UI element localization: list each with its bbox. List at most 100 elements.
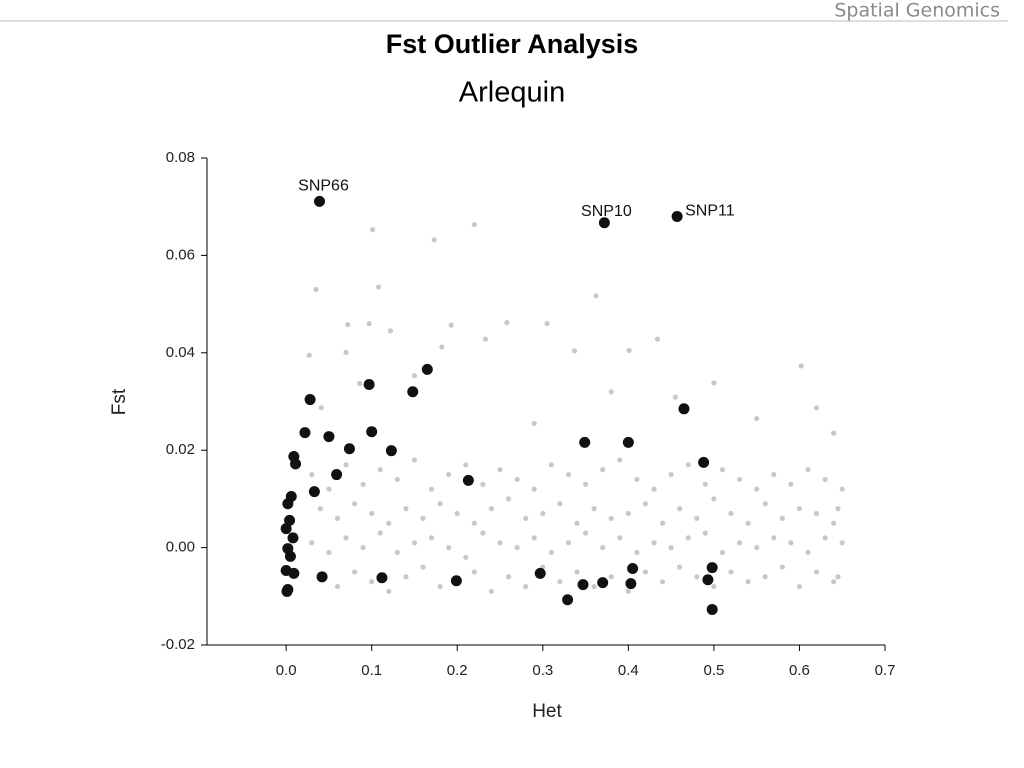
point [471,569,477,575]
point [685,462,691,468]
point [728,569,734,575]
point [822,476,828,483]
point [343,443,355,455]
annotation: SNP10 [581,203,632,220]
point [582,481,589,487]
point [745,520,751,526]
point [634,476,640,483]
y-axis-label: Fst [109,388,130,415]
point [548,549,554,556]
point [280,523,292,535]
point [796,506,803,512]
point [565,471,572,478]
x-axis-label: Het [532,701,562,722]
point [544,320,550,327]
point [574,569,580,575]
point [366,426,378,438]
point [651,486,657,492]
point [711,380,717,386]
point [437,583,443,590]
point [672,394,678,400]
point [597,577,609,589]
point-series [306,222,837,436]
point [351,569,358,575]
point [600,467,606,473]
point [745,579,751,585]
point [304,394,316,406]
point [531,535,537,541]
point [360,481,366,487]
point [403,506,409,512]
point [627,563,639,575]
point [471,222,477,228]
point [835,506,841,512]
point [534,567,546,579]
point [284,514,296,526]
point [557,579,563,585]
point [488,506,495,512]
point [694,574,700,580]
point [608,515,614,521]
point [331,469,343,481]
point [736,476,743,483]
point [369,226,376,233]
point [779,515,785,521]
point [805,467,811,473]
point [625,578,637,590]
point [608,574,614,580]
point [377,530,383,536]
point [822,535,828,541]
point [677,506,683,512]
point [369,579,375,585]
x-tick-label: 0.7 [875,662,896,679]
point [505,496,512,502]
point [574,520,580,526]
point [736,540,743,546]
point [407,386,419,398]
point [754,545,760,551]
point [462,474,474,486]
point [282,498,294,510]
point [694,515,700,521]
point [386,588,392,595]
point [363,378,375,390]
point [659,520,666,526]
point [779,564,785,570]
point [306,352,312,358]
point [420,564,426,570]
point [514,476,520,483]
x-tick-label: 0.2 [447,662,468,679]
point [504,320,510,326]
y-tick-label: 0.08 [166,149,195,166]
point [762,574,768,580]
point [626,347,632,353]
point [839,540,845,546]
point [579,436,591,448]
point [421,363,433,375]
point [685,535,691,541]
point [345,321,351,328]
point [754,486,760,492]
point [591,506,597,512]
point [411,457,418,463]
point [366,320,372,327]
chart-title: Fst Outlier Analysis [386,29,639,59]
point [343,535,349,541]
point [671,210,683,222]
point [796,583,803,590]
point [314,195,326,207]
point [839,486,845,492]
annotation: SNP11 [685,203,735,220]
point [523,583,529,590]
point [411,373,418,379]
point [835,574,841,580]
x-tick-label: 0.6 [789,662,810,679]
point [719,549,726,556]
point [411,540,418,546]
point [668,545,674,551]
point [284,550,296,562]
point [439,344,445,350]
point [557,501,563,507]
point [482,336,489,342]
